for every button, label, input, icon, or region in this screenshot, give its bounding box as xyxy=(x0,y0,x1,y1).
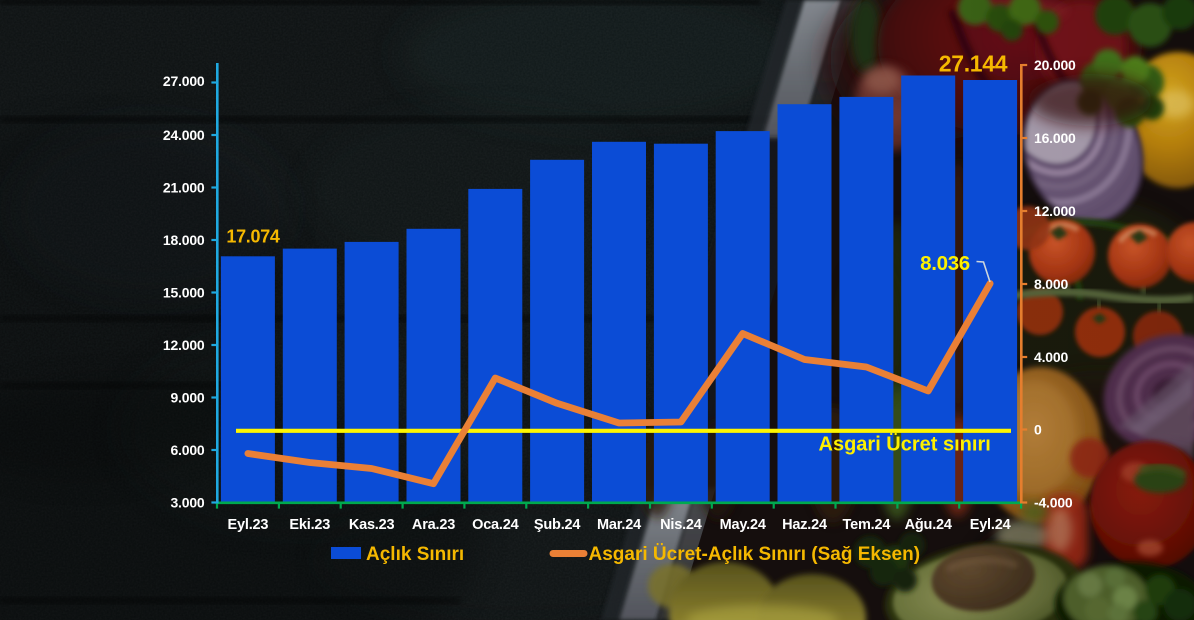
svg-text:Ağu.24: Ağu.24 xyxy=(905,517,952,533)
svg-text:8.000: 8.000 xyxy=(1034,276,1068,292)
svg-text:Ara.23: Ara.23 xyxy=(412,517,455,533)
svg-text:May.24: May.24 xyxy=(720,517,766,533)
svg-text:17.074: 17.074 xyxy=(226,227,280,247)
svg-text:Tem.24: Tem.24 xyxy=(843,517,891,533)
svg-text:Asgari Ücret sınırı: Asgari Ücret sınırı xyxy=(819,433,991,456)
svg-text:3.000: 3.000 xyxy=(170,495,204,511)
svg-text:0: 0 xyxy=(1034,422,1042,438)
svg-text:-4.000: -4.000 xyxy=(1034,495,1073,511)
svg-text:9.000: 9.000 xyxy=(170,390,204,406)
svg-text:4.000: 4.000 xyxy=(1034,349,1068,365)
svg-text:18.000: 18.000 xyxy=(163,232,205,248)
svg-text:6.000: 6.000 xyxy=(170,442,204,458)
svg-text:Şub.24: Şub.24 xyxy=(534,517,580,533)
svg-text:21.000: 21.000 xyxy=(163,180,205,196)
svg-text:16.000: 16.000 xyxy=(1034,130,1076,146)
svg-text:24.000: 24.000 xyxy=(163,127,205,143)
svg-text:12.000: 12.000 xyxy=(1034,203,1076,219)
svg-text:Nis.24: Nis.24 xyxy=(660,517,702,533)
svg-text:Haz.24: Haz.24 xyxy=(782,517,827,533)
svg-text:20.000: 20.000 xyxy=(1034,57,1076,73)
svg-text:Oca.24: Oca.24 xyxy=(472,517,518,533)
svg-text:Kas.23: Kas.23 xyxy=(349,517,395,533)
svg-text:Eki.23: Eki.23 xyxy=(289,517,330,533)
svg-text:Eyl.23: Eyl.23 xyxy=(228,517,269,533)
svg-text:8.036: 8.036 xyxy=(920,252,970,275)
svg-text:12.000: 12.000 xyxy=(163,337,205,353)
svg-text:27.000: 27.000 xyxy=(163,73,205,89)
svg-text:27.144: 27.144 xyxy=(939,50,1008,76)
svg-text:Mar.24: Mar.24 xyxy=(597,517,641,533)
svg-text:Eyl.24: Eyl.24 xyxy=(970,517,1011,533)
svg-text:15.000: 15.000 xyxy=(163,285,205,301)
svg-text:Açlık Sınırı: Açlık Sınırı xyxy=(366,544,464,565)
svg-text:Asgari Ücret-Açlık Sınırı (Sağ: Asgari Ücret-Açlık Sınırı (Sağ Eksen) xyxy=(589,544,921,565)
